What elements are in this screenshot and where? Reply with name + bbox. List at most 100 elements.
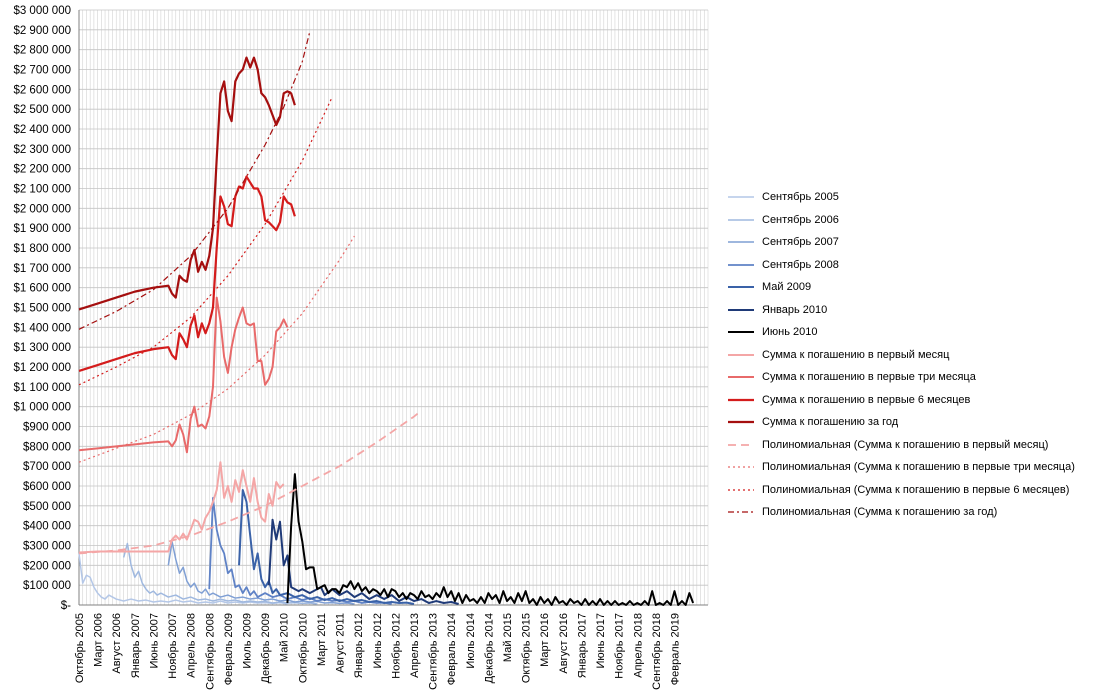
series-line bbox=[78, 235, 355, 463]
legend-swatch bbox=[728, 282, 754, 292]
legend-item: Сентябрь 2005 bbox=[728, 186, 1090, 209]
y-tick-label: $1 400 000 bbox=[13, 322, 71, 334]
x-tick-label: Июнь 2012 bbox=[372, 613, 384, 669]
x-tick-label: Февраль 2014 bbox=[446, 613, 458, 685]
legend-swatch bbox=[728, 192, 754, 202]
x-tick-label: Октябрь 2015 bbox=[521, 613, 533, 683]
x-tick-label: Сентябрь 2018 bbox=[651, 613, 663, 690]
legend-item: Январь 2010 bbox=[728, 299, 1090, 322]
legend-swatch-graphic bbox=[728, 511, 754, 513]
legend-swatch bbox=[728, 395, 754, 405]
y-tick-label: $2 900 000 bbox=[13, 25, 71, 37]
series-line bbox=[78, 175, 296, 373]
legend-swatch-graphic bbox=[728, 308, 754, 311]
x-tick-label: Август 2011 bbox=[335, 613, 347, 673]
legend-item: Полиномиальная (Сумма к погашению в перв… bbox=[728, 434, 1090, 457]
legend-label: Январь 2010 bbox=[762, 303, 828, 316]
x-tick-label: Август 2016 bbox=[558, 613, 570, 674]
legend-label: Сумма к погашению в первый месяц bbox=[762, 348, 950, 361]
y-tick-label: $400 000 bbox=[23, 521, 71, 533]
legend-swatch bbox=[728, 350, 754, 360]
legend-label: Сентябрь 2005 bbox=[762, 191, 839, 204]
legend-item: Сумма к погашению в первый месяц bbox=[728, 344, 1090, 367]
y-tick-label: $- bbox=[61, 600, 71, 612]
legend-swatch bbox=[728, 485, 754, 495]
x-tick-label: Январь 2007 bbox=[130, 613, 142, 678]
legend-swatch-graphic bbox=[728, 286, 754, 289]
y-tick-label: $2 700 000 bbox=[13, 65, 71, 77]
y-tick-label: $1 300 000 bbox=[13, 342, 71, 354]
series-line bbox=[78, 461, 285, 554]
legend-swatch bbox=[728, 327, 754, 337]
legend-swatch bbox=[728, 305, 754, 315]
legend-item: Сумма к погашению за год bbox=[728, 411, 1090, 434]
y-tick-label: $300 000 bbox=[23, 541, 71, 553]
legend-item: Сумма к погашению в первые три месяца bbox=[728, 366, 1090, 389]
series-line bbox=[122, 542, 318, 605]
legend-swatch bbox=[728, 372, 754, 382]
legend-swatch bbox=[728, 260, 754, 270]
legend-swatch-graphic bbox=[728, 353, 754, 356]
x-tick-label: Ноябрь 2007 bbox=[167, 613, 179, 679]
legend-label: Сумма к погашению в первые три месяца bbox=[762, 371, 976, 384]
legend-label: Июнь 2010 bbox=[762, 326, 818, 339]
y-tick-label: $200 000 bbox=[23, 560, 71, 572]
y-tick-label: $3 000 000 bbox=[13, 5, 71, 17]
x-tick-label: Ноябрь 2017 bbox=[614, 613, 626, 679]
legend-label: Полиномиальная (Сумма к погашению в перв… bbox=[762, 483, 1070, 496]
legend-swatch bbox=[728, 507, 754, 517]
x-tick-label: Декабрь 2009 bbox=[260, 613, 272, 683]
x-tick-label: Сентябрь 2008 bbox=[204, 613, 216, 690]
legend-swatch-graphic bbox=[728, 421, 754, 424]
legend-label: Сентябрь 2006 bbox=[762, 213, 839, 226]
legend-item: Полиномиальная (Сумма к погашению в перв… bbox=[728, 479, 1090, 502]
legend-item: Полиномиальная (Сумма к погашению за год… bbox=[728, 501, 1090, 524]
legend-label: Полиномиальная (Сумма к погашению в перв… bbox=[762, 461, 1075, 474]
series-line bbox=[78, 56, 296, 311]
legend-swatch bbox=[728, 215, 754, 225]
series-line bbox=[267, 518, 459, 605]
y-tick-label: $2 300 000 bbox=[13, 144, 71, 156]
x-axis-labels: Октябрь 2005 Март 2006 Август 2006 Январь 2… bbox=[74, 613, 682, 690]
y-tick-label: $1 000 000 bbox=[13, 402, 71, 414]
series-line bbox=[286, 473, 695, 606]
x-tick-label: Июнь 2007 bbox=[148, 613, 160, 669]
x-tick-label: Май 2010 bbox=[279, 613, 291, 662]
legend-item: Май 2009 bbox=[728, 276, 1090, 299]
y-tick-label: $2 800 000 bbox=[13, 45, 71, 57]
y-tick-label: $1 200 000 bbox=[13, 362, 71, 374]
x-tick-label: Апрель 2013 bbox=[409, 613, 421, 678]
y-tick-label: $600 000 bbox=[23, 481, 71, 493]
legend-swatch-graphic bbox=[728, 466, 754, 468]
x-tick-label: Декабрь 2014 bbox=[483, 613, 495, 683]
legend-swatch-graphic bbox=[728, 219, 754, 221]
y-tick-label: $100 000 bbox=[23, 580, 71, 592]
legend-item: Июнь 2010 bbox=[728, 321, 1090, 344]
x-tick-label: Ноябрь 2012 bbox=[390, 613, 402, 679]
y-tick-label: $800 000 bbox=[23, 441, 71, 453]
x-tick-label: Апрель 2018 bbox=[632, 613, 644, 678]
x-tick-label: Март 2006 bbox=[93, 613, 105, 667]
legend-swatch bbox=[728, 237, 754, 247]
x-tick-label: Июль 2009 bbox=[241, 613, 253, 669]
y-tick-label: $2 400 000 bbox=[13, 124, 71, 136]
y-tick-label: $1 600 000 bbox=[13, 283, 71, 295]
y-tick-label: $2 600 000 bbox=[13, 84, 71, 96]
series-line bbox=[78, 97, 333, 386]
x-tick-label: Май 2015 bbox=[502, 613, 514, 662]
y-tick-label: $1 900 000 bbox=[13, 223, 71, 235]
y-tick-label: $2 100 000 bbox=[13, 184, 71, 196]
x-tick-label: Июнь 2017 bbox=[595, 613, 607, 669]
legend-swatch-graphic bbox=[728, 443, 754, 446]
grid-layer bbox=[78, 9, 709, 606]
y-tick-label: $500 000 bbox=[23, 501, 71, 513]
x-tick-label: Февраль 2019 bbox=[670, 613, 682, 685]
x-tick-label: Апрель 2008 bbox=[186, 613, 198, 678]
series-line bbox=[167, 540, 355, 605]
legend-item: Полиномиальная (Сумма к погашению в перв… bbox=[728, 456, 1090, 479]
legend-swatch-graphic bbox=[728, 331, 754, 334]
x-tick-label: Январь 2017 bbox=[576, 613, 588, 678]
legend-swatch-graphic bbox=[728, 241, 754, 243]
legend-swatch-graphic bbox=[728, 398, 754, 401]
